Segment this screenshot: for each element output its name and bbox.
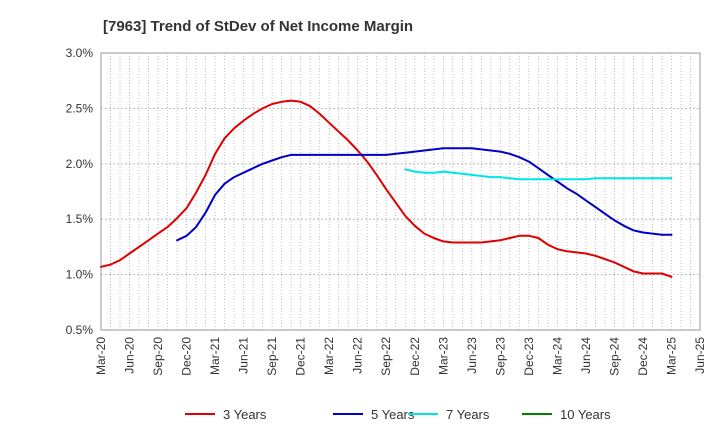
series-group <box>100 99 673 278</box>
plot-border <box>100 52 701 331</box>
x-tick-label: Dec-24 <box>636 337 650 376</box>
x-tick-label: Mar-25 <box>664 337 678 375</box>
x-tick-label: Mar-20 <box>94 337 108 375</box>
x-tick-label: Dec-22 <box>408 337 422 376</box>
y-tick-label: 2.0% <box>66 157 94 171</box>
x-tick-label: Jun-24 <box>579 337 593 374</box>
y-axis: 0.5% 1.0% 1.5% 2.0% 2.5% 3.0% <box>66 46 94 337</box>
y-tick-label: 2.5% <box>66 101 94 115</box>
legend: 3 Years 5 Years 7 Years 10 Years <box>185 407 611 422</box>
x-tick-label: Sep-21 <box>265 337 279 376</box>
y-tick-label: 1.5% <box>66 212 94 226</box>
y-tick-label: 0.5% <box>66 323 94 337</box>
x-tick-label: Mar-23 <box>436 337 450 375</box>
legend-label: 5 Years <box>371 407 415 422</box>
chart-title: [7963] Trend of StDev of Net Income Marg… <box>103 18 413 35</box>
x-tick-label: Sep-22 <box>379 337 393 376</box>
x-tick-label: Sep-24 <box>607 337 621 376</box>
x-tick-label: Mar-24 <box>550 337 564 375</box>
y-tick-label: 3.0% <box>66 46 94 60</box>
series-line-1 <box>100 99 673 278</box>
x-tick-label: Sep-20 <box>151 337 165 376</box>
plot-frame <box>100 52 701 331</box>
grid <box>100 52 701 331</box>
x-axis: Mar-20 Jun-20 Sep-20 Dec-20 Mar-21 Jun-21 Sep-… <box>94 337 707 376</box>
x-tick-label: Jun-23 <box>465 337 479 374</box>
x-tick-label: Jun-25 <box>693 337 707 374</box>
legend-label: 10 Years <box>560 407 611 422</box>
x-tick-label: Dec-21 <box>294 337 308 376</box>
series-line-3 <box>404 168 673 181</box>
x-tick-label: Jun-20 <box>123 337 137 374</box>
x-tick-label: Jun-22 <box>351 337 365 374</box>
y-tick-label: 1.0% <box>66 268 94 282</box>
x-tick-label: Jun-21 <box>237 337 251 374</box>
x-tick-label: Mar-22 <box>322 337 336 375</box>
x-tick-label: Mar-21 <box>208 337 222 375</box>
x-tick-label: Sep-23 <box>493 337 507 376</box>
legend-label: 3 Years <box>223 407 267 422</box>
x-tick-label: Dec-23 <box>522 337 536 376</box>
series-line-2 <box>176 147 673 242</box>
legend-label: 7 Years <box>446 407 490 422</box>
x-tick-label: Dec-20 <box>180 337 194 376</box>
